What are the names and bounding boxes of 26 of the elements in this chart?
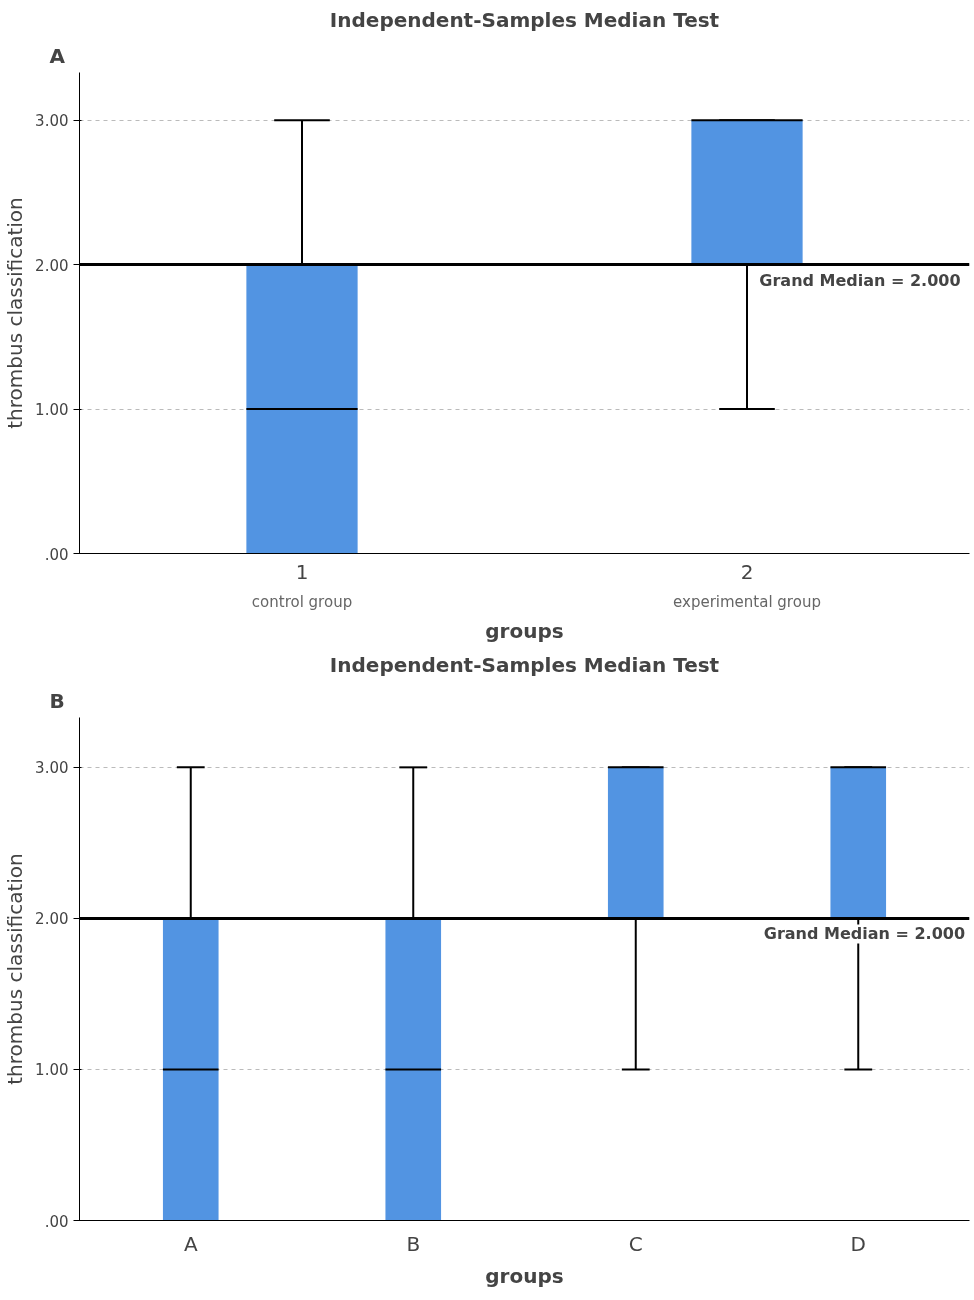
y-axis-title: thrombus classification [3,853,28,1085]
y-tick-label: 2.00 [35,910,69,929]
x-tick-label: A [183,1231,198,1256]
y-tick-label: 1.00 [35,1061,69,1080]
y-tick-label: 2.00 [35,256,69,275]
text: A [49,43,66,68]
chart-title: Independent-Samples Median Test [329,652,720,677]
x-axis-title: groups [485,618,564,643]
y-tick-label: 3.00 [35,112,69,131]
y-tick-label: .00 [44,545,69,564]
ref-line-label: Grand Median = 2.000 [763,924,966,944]
y-tick-label: .00 [44,1212,69,1231]
x-axis-title: groups [485,1263,564,1288]
x-tick-label: 2 [740,559,754,584]
x-tick-label: C [628,1231,643,1256]
text: control group [251,592,353,611]
x-tick-label: D [850,1231,866,1256]
chart-title: Independent-Samples Median Test [329,7,720,32]
x-tick-label: 1 [295,559,309,584]
y-tick-label: 3.00 [35,759,69,778]
text: B [49,688,65,713]
text: experimental group [673,592,821,611]
x-tick-label: B [406,1231,421,1256]
ref-line-label: Grand Median = 2.000 [759,270,961,290]
y-tick-label: 1.00 [35,401,69,420]
y-axis-title: thrombus classification [3,197,28,429]
